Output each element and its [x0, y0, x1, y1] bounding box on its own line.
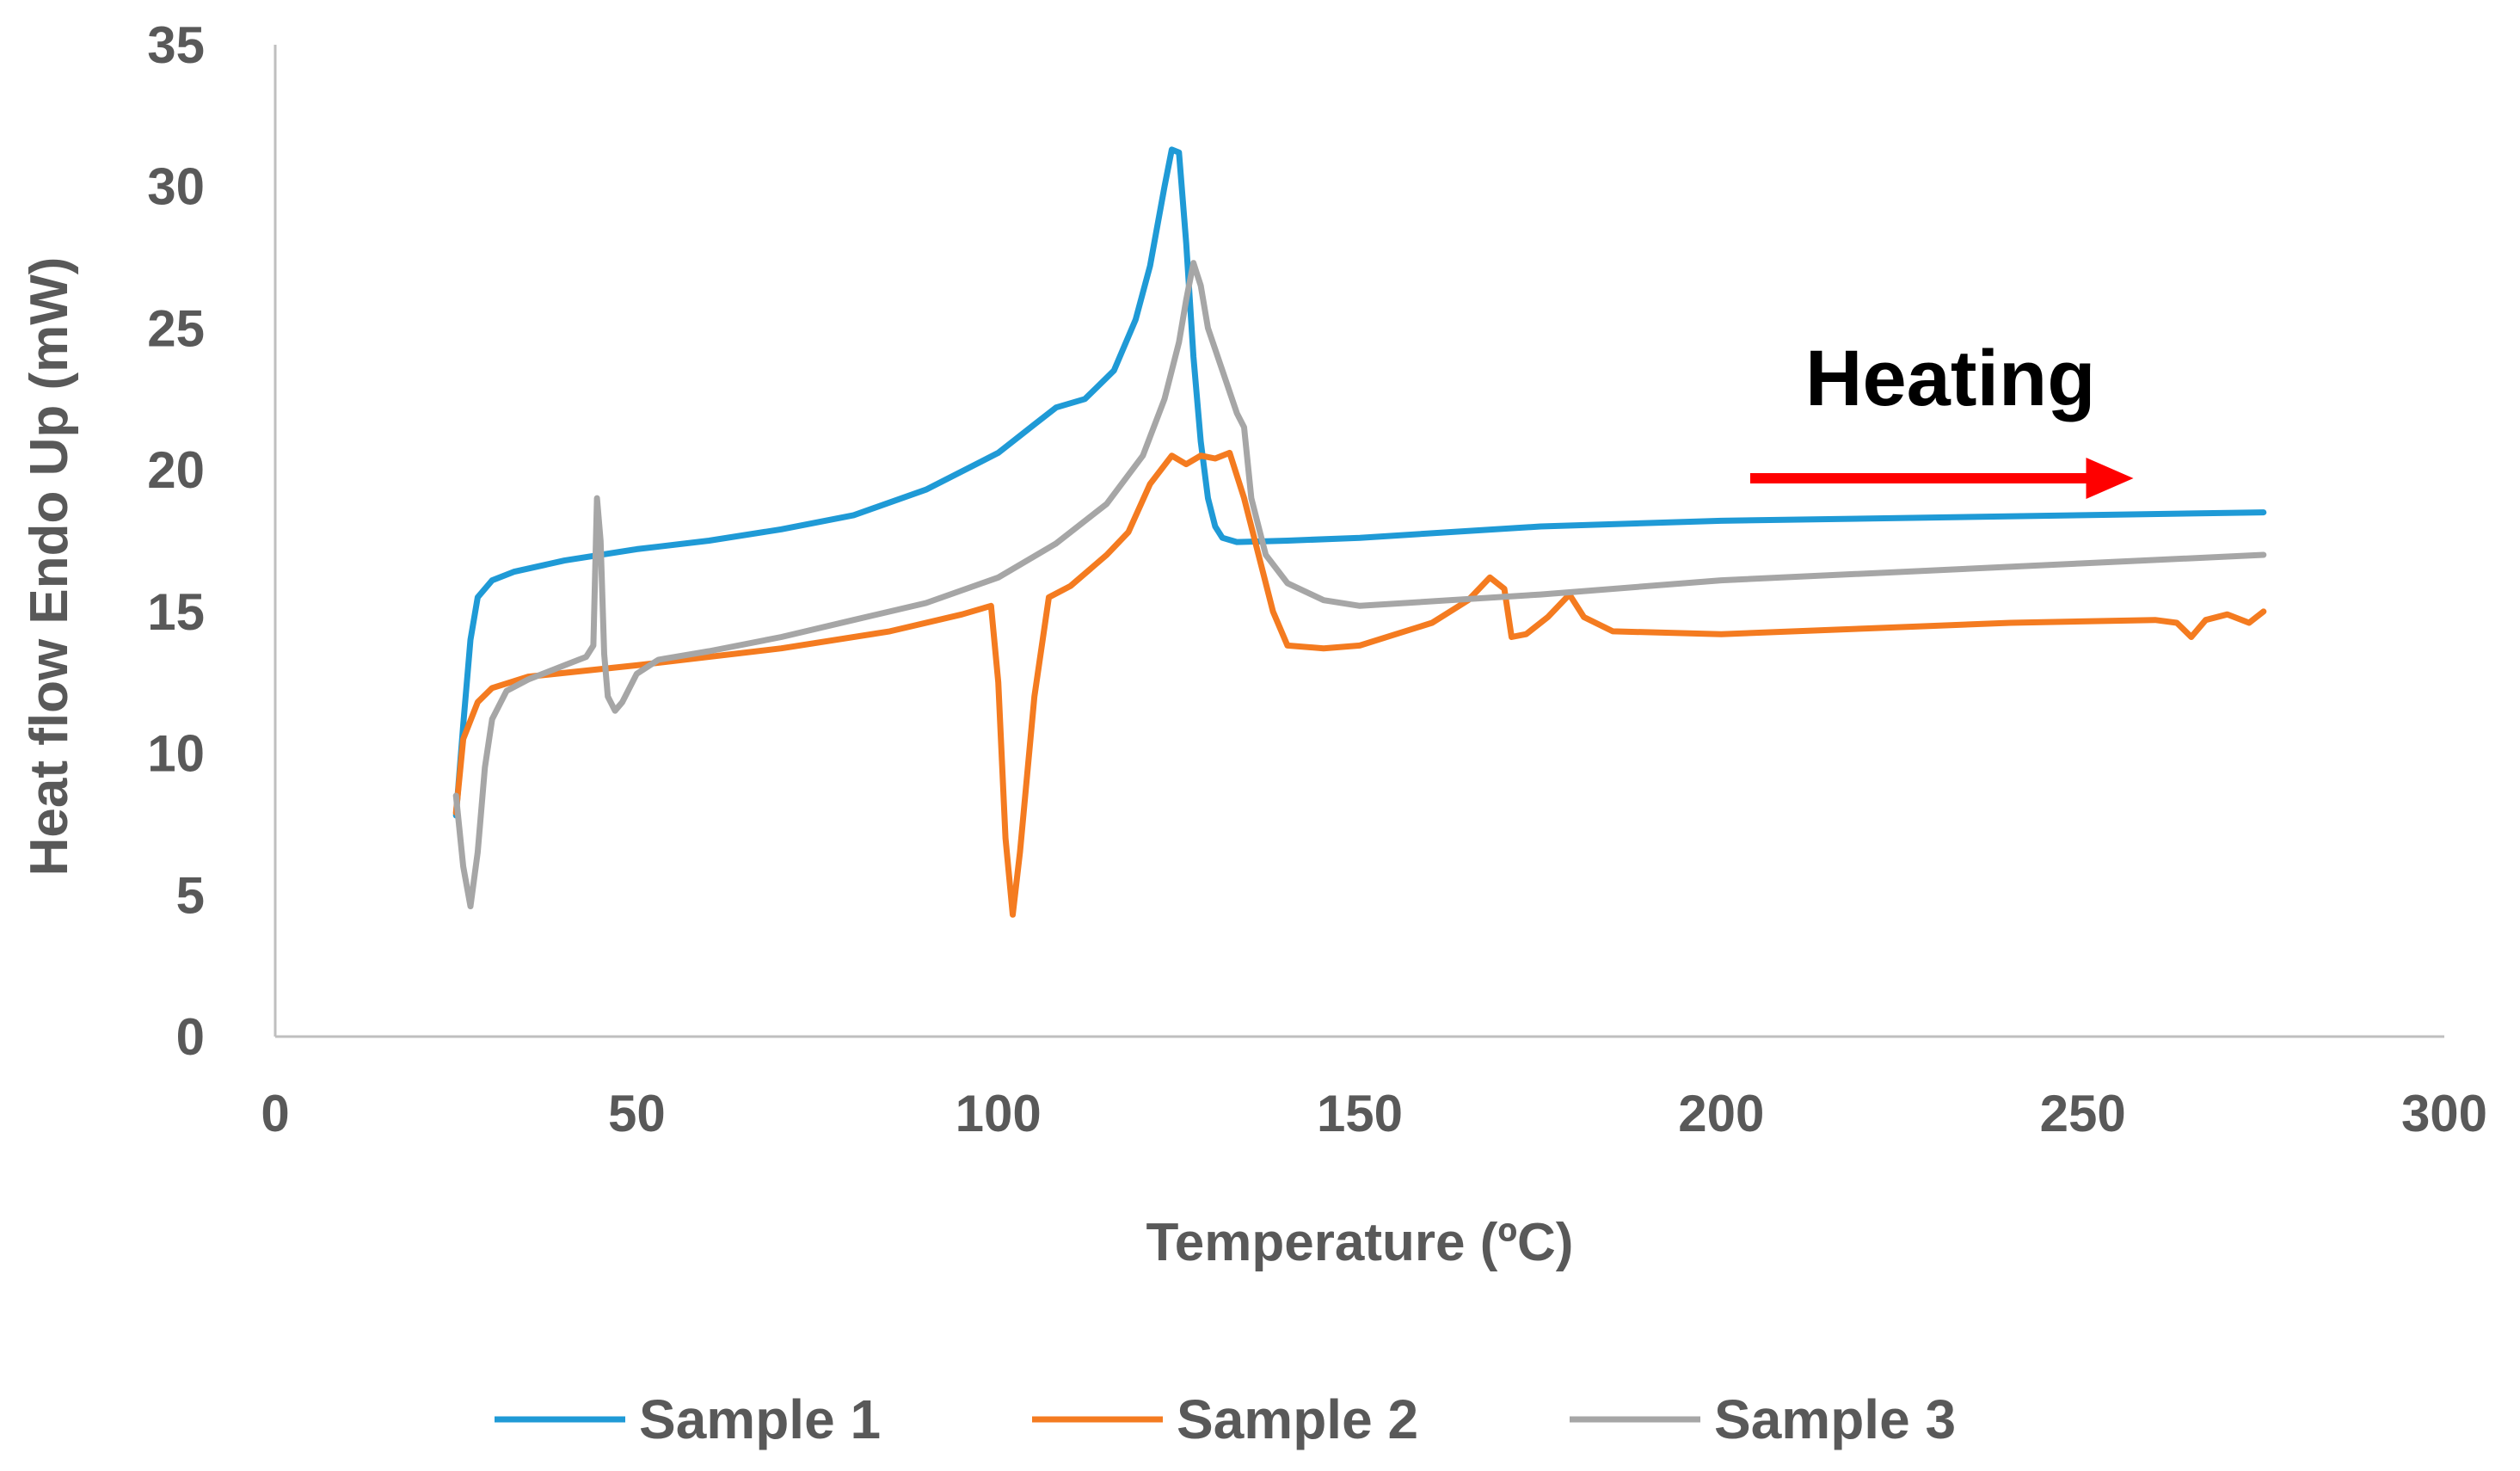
y-tick-label: 5 — [176, 866, 205, 924]
axes — [274, 45, 2444, 1038]
legend-label: Sample 3 — [1714, 1388, 1956, 1450]
x-tick-labels: 0 50 100 150 200 250 300 — [261, 1085, 2487, 1142]
x-axis-title: Temperature (ºC) — [1146, 1213, 1574, 1272]
y-tick-label: 25 — [147, 299, 205, 357]
heating-arrow-head — [2086, 458, 2134, 500]
y-tick-label: 30 — [147, 158, 205, 216]
x-tick-label: 100 — [956, 1085, 1042, 1142]
legend-label: Sample 2 — [1177, 1388, 1418, 1450]
x-tick-label: 200 — [1678, 1085, 1764, 1142]
series-line-sample-3 — [452, 260, 2267, 909]
x-tick-label: 150 — [1317, 1085, 1403, 1142]
y-tick-label: 20 — [147, 441, 205, 499]
y-tick-labels: 0 5 10 15 20 25 30 35 — [147, 16, 205, 1066]
y-axis-title: Heat flow Endo Up (mW) — [20, 257, 79, 877]
legend: Sample 1 Sample 2 Sample 3 — [495, 1388, 1956, 1450]
y-tick-label: 10 — [147, 725, 205, 783]
series-line-sample-2 — [452, 449, 2267, 918]
x-tick-label: 50 — [608, 1085, 666, 1142]
series-lines — [452, 146, 2267, 918]
y-tick-label: 15 — [147, 583, 205, 641]
x-tick-label: 250 — [2040, 1085, 2126, 1142]
heating-annotation: Heating — [1749, 335, 2134, 500]
legend-label: Sample 1 — [639, 1388, 881, 1450]
x-tick-label: 0 — [261, 1085, 289, 1142]
y-tick-label: 35 — [147, 16, 205, 74]
heating-label: Heating — [1805, 335, 2095, 422]
x-tick-label: 300 — [2401, 1085, 2487, 1142]
y-tick-label: 0 — [176, 1008, 205, 1066]
